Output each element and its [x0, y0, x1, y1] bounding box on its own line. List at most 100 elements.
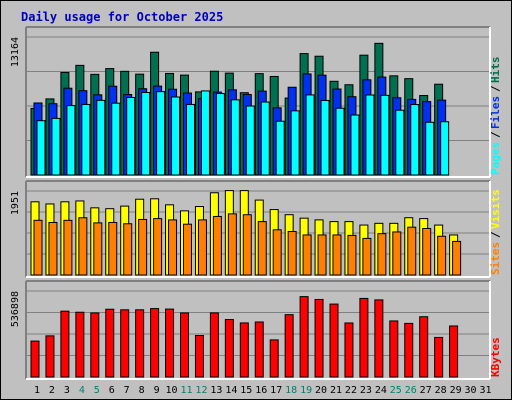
hits-files-pages-bar-pages-day-5 [96, 99, 106, 176]
x-tick-label-day-28: 28 [435, 385, 447, 396]
x-tick-label-day-2: 2 [49, 385, 55, 396]
x-tick-label-day-18: 18 [285, 385, 297, 396]
kbytes-bar-kbytes-day-14 [224, 319, 234, 378]
kbytes-bar-kbytes-day-11 [180, 312, 189, 378]
kbytes-bar-kbytes-day-16 [254, 321, 264, 378]
visits-sites-bar-sites-day-9 [153, 218, 163, 276]
kbytes-bar-kbytes-day-26 [404, 322, 414, 378]
hits-files-pages-bar-pages-day-1 [36, 120, 46, 176]
kbytes-bar-kbytes-day-10 [165, 308, 175, 378]
visits-sites-bar-sites-day-18 [287, 231, 297, 276]
hits-files-pages-scale-label: 13164 [10, 37, 21, 67]
visits-sites-bar-sites-day-1 [33, 219, 43, 276]
hits-files-pages-legend-separator: / [489, 85, 502, 92]
x-tick-label-day-1: 1 [34, 385, 40, 396]
hits-files-pages-bar-pages-day-22 [350, 114, 360, 176]
x-tick-label-day-25: 25 [390, 385, 402, 396]
hits-files-pages-legend-separator: / [489, 131, 502, 138]
x-tick-label-day-6: 6 [109, 385, 115, 396]
kbytes-bar-kbytes-day-8 [135, 309, 145, 378]
x-tick-label-day-29: 29 [450, 385, 462, 396]
hits-files-pages-bar-pages-day-14 [230, 99, 240, 176]
kbytes-bar-kbytes-day-4 [75, 311, 85, 378]
hits-files-pages-bar-pages-day-10 [171, 96, 181, 176]
hits-files-pages-bar-pages-day-13 [215, 93, 225, 176]
hits-files-pages-bar-pages-day-8 [141, 91, 151, 176]
x-tick-label-day-24: 24 [375, 385, 387, 396]
x-tick-label-day-30: 30 [465, 385, 477, 396]
visits-sites-bar-sites-day-2 [48, 221, 58, 276]
visits-sites-bar-sites-day-11 [183, 223, 192, 276]
hits-files-pages-bar-pages-day-21 [335, 107, 345, 176]
kbytes-bar-kbytes-day-1 [30, 340, 40, 378]
x-tick-label-day-22: 22 [345, 385, 357, 396]
hits-files-pages-bar-pages-day-23 [365, 94, 375, 176]
visits-sites-bar-sites-day-20 [317, 234, 327, 276]
x-tick-label-day-9: 9 [154, 385, 160, 396]
visits-sites-legend-visits: Visits [489, 189, 502, 229]
hits-files-pages-bar-pages-day-26 [410, 104, 420, 176]
hits-files-pages-bar-pages-day-11 [186, 103, 195, 176]
kbytes-bar-kbytes-day-21 [329, 303, 339, 378]
x-tick-label-day-23: 23 [360, 385, 372, 396]
hits-files-pages-bar-pages-day-6 [111, 102, 121, 176]
hits-files-pages-bar-pages-day-7 [126, 97, 136, 176]
visits-sites-bar-sites-day-29 [452, 240, 462, 276]
hits-files-pages-bar-pages-day-19 [305, 94, 315, 176]
visits-sites-bar-sites-day-3 [63, 219, 73, 276]
kbytes-bar-kbytes-day-6 [105, 308, 115, 378]
visits-sites-bar-sites-day-8 [138, 218, 148, 276]
hits-files-pages-bar-pages-day-18 [290, 110, 300, 176]
x-tick-label-day-19: 19 [300, 385, 312, 396]
kbytes-bar-kbytes-day-12 [194, 335, 204, 378]
visits-sites-bar-sites-day-21 [332, 234, 342, 276]
x-tick-label-day-20: 20 [315, 385, 327, 396]
x-tick-label-day-7: 7 [124, 385, 130, 396]
x-tick-label-day-10: 10 [166, 385, 178, 396]
visits-sites-legend-sites: Sites [489, 242, 502, 275]
kbytes-bar-kbytes-day-27 [419, 316, 429, 378]
hits-files-pages-bar-pages-day-16 [260, 101, 270, 176]
kbytes-legend-kbytes: KBytes [489, 337, 502, 377]
kbytes-bar-kbytes-day-3 [60, 310, 70, 378]
kbytes-bar-kbytes-day-2 [45, 335, 55, 378]
visits-sites-bar-sites-day-16 [257, 221, 267, 276]
visits-sites-bar-sites-day-19 [302, 234, 312, 276]
visits-sites-scale-label: 1951 [10, 191, 21, 215]
hits-files-pages-bar-pages-day-9 [156, 91, 166, 176]
hits-files-pages-bar-pages-day-25 [395, 109, 405, 176]
x-tick-label-day-5: 5 [94, 385, 100, 396]
kbytes-bar-kbytes-day-29 [449, 325, 459, 378]
x-tick-label-day-27: 27 [420, 385, 432, 396]
visits-sites-bar-sites-day-6 [108, 221, 118, 276]
hits-files-pages-bar-pages-day-24 [380, 94, 390, 176]
hits-files-pages-bar-pages-day-27 [425, 121, 435, 176]
hits-files-pages-bar-pages-day-2 [51, 117, 61, 176]
kbytes-bar-kbytes-day-18 [284, 314, 294, 378]
chart-title: Daily usage for October 2025 [21, 10, 223, 24]
visits-sites-bar-sites-day-22 [347, 234, 357, 276]
visits-sites-bar-sites-day-27 [422, 228, 432, 276]
visits-sites-bar-sites-day-13 [212, 215, 222, 276]
kbytes-bar-kbytes-day-20 [314, 298, 324, 378]
x-tick-label-day-13: 13 [210, 385, 222, 396]
visits-sites-bar-sites-day-4 [78, 217, 88, 276]
hits-files-pages-legend-pages: Pages [489, 142, 502, 175]
kbytes-bar-kbytes-day-13 [209, 312, 219, 378]
kbytes-bar-kbytes-day-7 [120, 309, 130, 378]
hits-files-pages-bar-pages-day-28 [440, 121, 450, 176]
x-tick-label-day-26: 26 [405, 385, 417, 396]
visits-sites-bar-sites-day-26 [407, 226, 417, 276]
visits-sites-bar-sites-day-12 [197, 219, 207, 276]
hits-files-pages-legend-files: Files [489, 96, 502, 129]
visits-sites-bar-sites-day-17 [272, 229, 282, 276]
x-tick-label-day-4: 4 [79, 385, 85, 396]
visits-sites-bar-sites-day-24 [377, 233, 387, 276]
x-tick-label-day-11: 11 [180, 385, 192, 396]
x-tick-label-day-14: 14 [225, 385, 237, 396]
kbytes-bar-kbytes-day-22 [344, 322, 354, 378]
x-tick-label-day-21: 21 [330, 385, 342, 396]
x-tick-label-day-12: 12 [195, 385, 207, 396]
kbytes-bar-kbytes-day-9 [150, 308, 160, 378]
